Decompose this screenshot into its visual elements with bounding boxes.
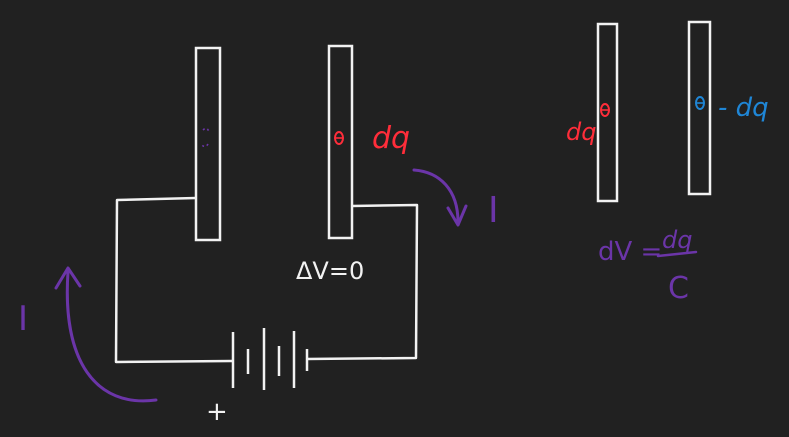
wire-left-loop: [114, 196, 233, 364]
dv-equation-lhs: dV =: [598, 237, 662, 267]
dv-equation-denominator: C: [668, 271, 689, 306]
isolated-plate-left: [596, 22, 619, 203]
current-arrow-right-head: [446, 204, 468, 227]
battery-plus-label: +: [206, 397, 228, 427]
current-arrow-left-head: [54, 266, 82, 290]
current-label-right: I: [488, 190, 499, 231]
isolated-negative-marker: [695, 96, 705, 110]
wire-right-loop: [305, 203, 419, 361]
positive-charge-marker: [334, 131, 344, 145]
potential-difference-label: ΔV=0: [296, 257, 364, 285]
faint-charge-marker: [200, 127, 210, 148]
capacitor-plate-left: [194, 46, 222, 242]
current-arrow-right: [412, 168, 460, 224]
isolated-plate-charge-left: dq: [566, 118, 596, 146]
capacitor-plate-right: [327, 44, 354, 240]
isolated-positive-marker: [600, 103, 610, 117]
current-arrow-left: [65, 270, 158, 403]
dv-equation-numerator: dq: [662, 226, 692, 254]
dv-equation-fraction-bar: [656, 250, 698, 258]
battery-symbol: [231, 328, 309, 390]
current-label-left: I: [18, 299, 28, 339]
isolated-plate-right: [687, 20, 712, 196]
plate-charge-label: dq: [372, 121, 410, 156]
isolated-plate-charge-right: - dq: [718, 93, 769, 123]
